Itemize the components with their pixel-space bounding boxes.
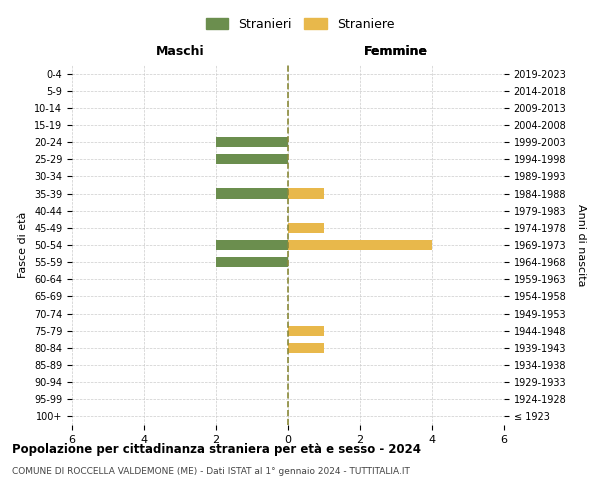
Text: COMUNE DI ROCCELLA VALDEMONE (ME) - Dati ISTAT al 1° gennaio 2024 - TUTTITALIA.I: COMUNE DI ROCCELLA VALDEMONE (ME) - Dati… xyxy=(12,468,410,476)
Bar xyxy=(288,240,432,250)
Text: Popolazione per cittadinanza straniera per età e sesso - 2024: Popolazione per cittadinanza straniera p… xyxy=(12,442,421,456)
Y-axis label: Fasce di età: Fasce di età xyxy=(19,212,28,278)
Bar xyxy=(288,326,324,336)
Bar xyxy=(216,240,288,250)
Bar xyxy=(216,137,288,147)
Text: Femmine: Femmine xyxy=(364,45,428,58)
Bar xyxy=(216,154,288,164)
Bar xyxy=(288,222,324,233)
Bar xyxy=(288,188,324,198)
Text: Maschi: Maschi xyxy=(155,45,205,58)
Bar xyxy=(216,257,288,268)
Text: Femmine: Femmine xyxy=(364,45,428,58)
Y-axis label: Anni di nascita: Anni di nascita xyxy=(576,204,586,286)
Legend: Stranieri, Straniere: Stranieri, Straniere xyxy=(199,11,401,37)
Bar xyxy=(216,188,288,198)
Bar xyxy=(288,342,324,353)
